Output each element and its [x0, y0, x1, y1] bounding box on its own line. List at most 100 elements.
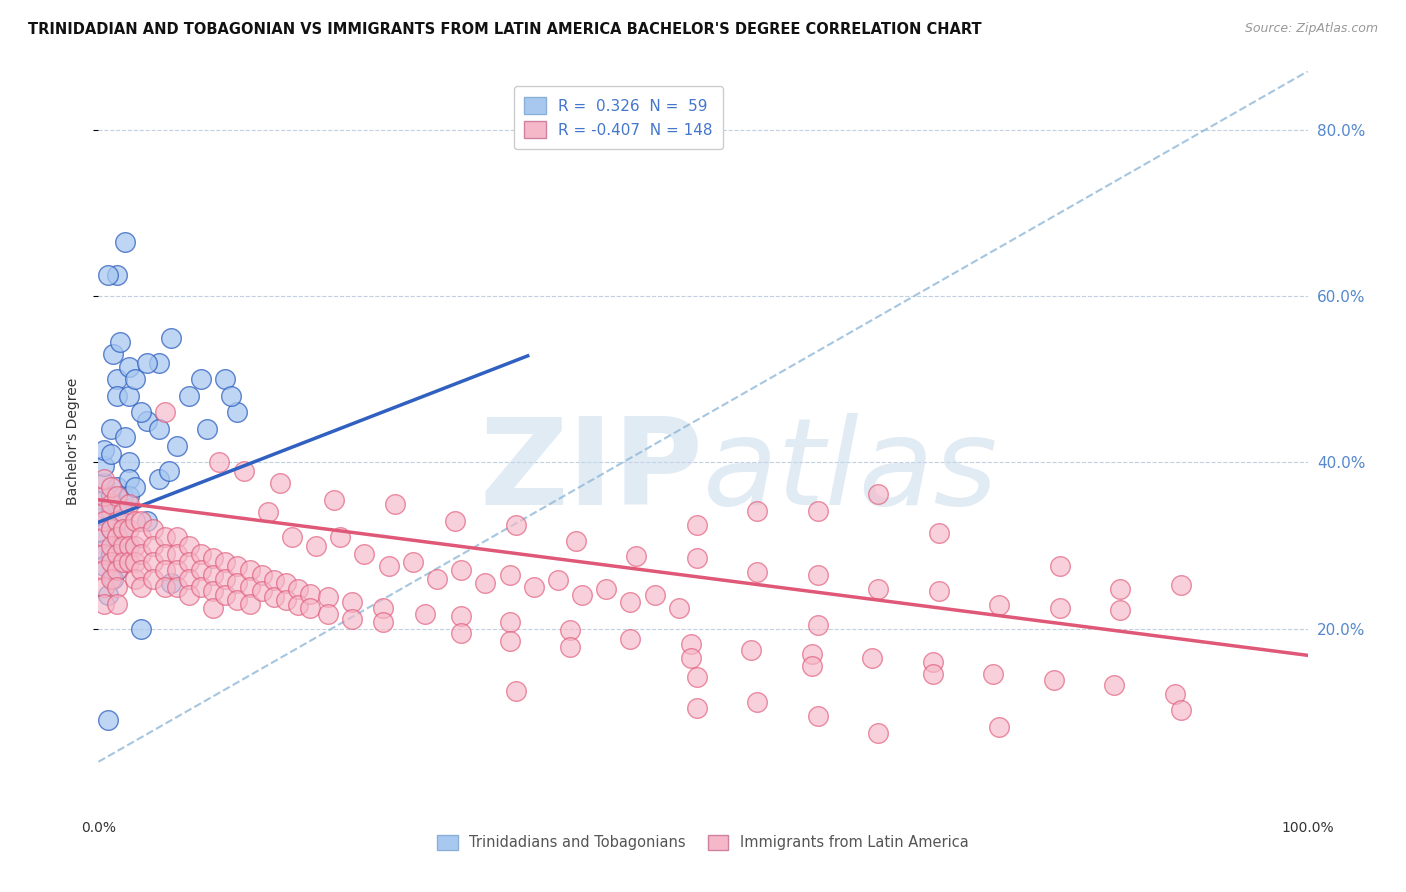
Point: [118, 555, 141, 569]
Point: [148, 355, 170, 369]
Point: [93, 530, 115, 544]
Point: [190, 580, 212, 594]
Point: [118, 455, 141, 469]
Point: [686, 517, 709, 532]
Point: [100, 522, 122, 536]
Point: [93, 476, 115, 491]
Point: [93, 472, 115, 486]
Point: [124, 555, 146, 569]
Point: [316, 607, 339, 621]
Point: [97, 713, 120, 727]
Point: [166, 439, 188, 453]
Point: [565, 534, 588, 549]
Point: [100, 505, 122, 519]
Point: [1163, 687, 1185, 701]
Point: [747, 503, 769, 517]
Point: [129, 547, 152, 561]
Point: [166, 564, 188, 578]
Point: [100, 497, 122, 511]
Point: [498, 634, 520, 648]
Point: [860, 650, 883, 665]
Point: [105, 564, 128, 578]
Point: [371, 615, 394, 629]
Point: [988, 599, 1011, 613]
Point: [160, 576, 183, 591]
Point: [190, 547, 212, 561]
Point: [1042, 673, 1064, 688]
Point: [807, 503, 830, 517]
Point: [93, 492, 115, 507]
Point: [474, 576, 496, 591]
Point: [153, 564, 176, 578]
Point: [505, 684, 527, 698]
Point: [105, 597, 128, 611]
Point: [93, 559, 115, 574]
Point: [129, 405, 152, 419]
Point: [101, 572, 124, 586]
Point: [316, 590, 339, 604]
Point: [129, 580, 152, 594]
Text: TRINIDADIAN AND TOBAGONIAN VS IMMIGRANTS FROM LATIN AMERICA BACHELOR'S DEGREE CO: TRINIDADIAN AND TOBAGONIAN VS IMMIGRANTS…: [28, 22, 981, 37]
Point: [93, 501, 115, 516]
Point: [558, 640, 581, 654]
Point: [226, 576, 249, 591]
Point: [97, 589, 120, 603]
Point: [239, 580, 262, 594]
Point: [256, 505, 278, 519]
Point: [498, 615, 520, 629]
Point: [100, 555, 122, 569]
Point: [498, 567, 520, 582]
Point: [1170, 703, 1192, 717]
Point: [299, 601, 322, 615]
Point: [450, 609, 472, 624]
Point: [619, 595, 641, 609]
Point: [547, 574, 569, 588]
Point: [299, 587, 322, 601]
Point: [105, 268, 128, 282]
Point: [105, 497, 128, 511]
Point: [179, 389, 201, 403]
Point: [100, 539, 122, 553]
Point: [214, 372, 236, 386]
Point: [221, 389, 243, 403]
Point: [239, 597, 262, 611]
Point: [281, 530, 304, 544]
Point: [160, 330, 183, 344]
Point: [921, 667, 943, 681]
Point: [274, 576, 297, 591]
Point: [93, 505, 115, 519]
Point: [619, 632, 641, 646]
Point: [100, 422, 122, 436]
Point: [287, 582, 309, 596]
Point: [153, 547, 176, 561]
Point: [153, 580, 176, 594]
Point: [101, 347, 124, 361]
Text: atlas: atlas: [703, 413, 998, 530]
Point: [105, 514, 128, 528]
Point: [111, 522, 134, 536]
Point: [129, 530, 152, 544]
Point: [93, 489, 115, 503]
Point: [100, 572, 122, 586]
Point: [868, 487, 890, 501]
Point: [274, 592, 297, 607]
Point: [105, 547, 128, 561]
Point: [135, 355, 157, 369]
Point: [124, 480, 146, 494]
Point: [105, 580, 128, 594]
Point: [981, 667, 1004, 681]
Point: [166, 530, 188, 544]
Point: [740, 642, 762, 657]
Point: [269, 476, 291, 491]
Point: [807, 617, 830, 632]
Point: [928, 584, 950, 599]
Point: [1049, 559, 1071, 574]
Point: [179, 572, 201, 586]
Point: [226, 592, 249, 607]
Point: [166, 580, 188, 594]
Point: [329, 530, 352, 544]
Point: [93, 597, 115, 611]
Point: [97, 268, 120, 282]
Point: [153, 530, 176, 544]
Point: [626, 549, 648, 563]
